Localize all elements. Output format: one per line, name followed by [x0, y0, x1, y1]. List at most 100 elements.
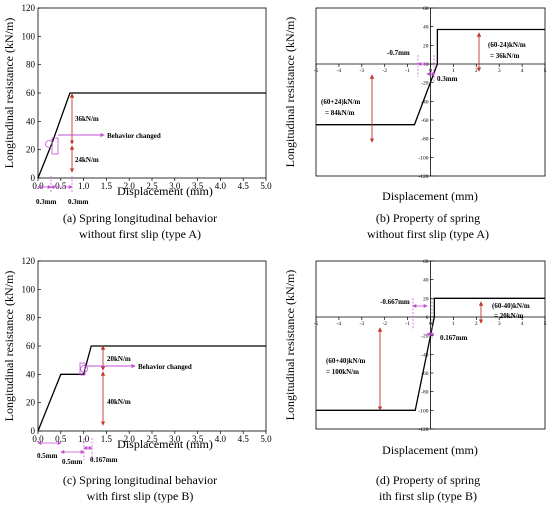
annot-slope-label: = 100kN/m	[326, 368, 359, 376]
x-tick-label: 5.0	[260, 181, 272, 191]
y-axis-label: Longitudinal resistance (kN/m)	[283, 17, 297, 168]
y-tick-label: -120	[418, 427, 428, 433]
caption-d-line2: ith first slip (type B)	[379, 489, 477, 503]
y-tick-label: 0	[426, 62, 429, 68]
panel-c-chart: 0.0 0.5 1.0 1.5 2.0 2.5 3.0 3.5 4.0 4.5 5.00204060…	[2, 256, 272, 466]
y-tick-label: 40	[423, 25, 429, 31]
x-axis-label: Displacement (mm)	[382, 443, 478, 457]
x-tick-label: 2	[475, 68, 478, 74]
x-tick-label: 3.5	[192, 181, 204, 191]
x-tick-label: -4	[337, 68, 342, 74]
annot-marker	[80, 365, 88, 373]
x-tick-label: 4	[521, 68, 524, 74]
x-tick-label: 0.5	[55, 181, 67, 191]
y-tick-label: -40	[421, 352, 429, 358]
annot-slope-label: (60-40)kN/m	[492, 302, 530, 310]
y-tick-label: 120	[22, 3, 36, 13]
x-axis-label: Displacement (mm)	[117, 184, 213, 198]
y-tick-label: 20	[26, 145, 36, 155]
y-tick-label: -60	[421, 118, 429, 124]
y-tick-label: 60	[26, 341, 36, 351]
x-tick-label: 2	[475, 321, 478, 327]
x-tick-label: 3.0	[169, 181, 181, 191]
y-tick-label: 60	[423, 259, 429, 265]
annot-slope-label: 20kN/m	[107, 355, 131, 363]
x-tick-label: 0	[429, 68, 432, 74]
x-tick-label: -4	[337, 321, 342, 327]
y-tick-label: 100	[22, 284, 36, 294]
x-tick-label: 3.5	[192, 434, 204, 444]
y-tick-label: 0	[426, 315, 429, 321]
annot-slope-label: (60-24)kN/m	[488, 41, 526, 49]
x-tick-label: 4.0	[215, 434, 227, 444]
caption-a-line2: without first slip (type A)	[79, 227, 201, 241]
x-tick-label: -2	[382, 68, 387, 74]
x-tick-label: 3	[498, 321, 501, 327]
annot-slope-label: (60+40)kN/m	[326, 357, 366, 365]
annot-slope-label: 40kN/m	[107, 398, 131, 406]
x-axis-label: Displacement (mm)	[382, 189, 478, 203]
annot-behavior-label: Behavior changed	[107, 132, 161, 140]
y-tick-label: -20	[421, 81, 429, 87]
y-tick-label: 60	[26, 88, 36, 98]
annot-dim-label: 0.167mm	[440, 334, 468, 342]
series-line	[37, 92, 266, 179]
y-tick-label: 60	[423, 6, 429, 12]
panel-d-annotations: (60+40)kN/m = 100kN/m (60-40)kN/m = 20kN…	[326, 298, 530, 411]
annot-slope-label: 24kN/m	[75, 156, 99, 164]
annot-slope-label: (60+24)kN/m	[321, 98, 361, 106]
x-tick-label: -3	[360, 321, 365, 327]
annot-behavior-label: Behavior changed	[138, 363, 192, 371]
caption-b-line1: (b) Property of spring	[376, 211, 480, 225]
caption-c-line2: with first slip (type B)	[87, 489, 194, 503]
x-tick-label: 1.5	[101, 434, 113, 444]
caption-a-line1: (a) Spring longitudinal behavior	[63, 211, 217, 225]
annot-marker	[45, 140, 53, 148]
y-tick-label: -80	[421, 137, 429, 143]
y-axis-label: Longitudinal resistance (kN/m)	[283, 270, 297, 421]
panel-b-annotations: (60+24)kN/m = 84kN/m (60-24)kN/m = 36kN/…	[321, 32, 526, 143]
annot-dim-label: 0.167mm	[90, 456, 118, 464]
x-tick-label: 1	[452, 68, 455, 74]
x-tick-label: -5	[314, 68, 319, 74]
x-tick-label: 2.0	[124, 181, 136, 191]
x-tick-label: 4.5	[238, 434, 250, 444]
annot-slope-label: = 20kN/m	[494, 312, 524, 320]
y-tick-label: 120	[22, 256, 36, 266]
annot-slope-label: = 84kN/m	[325, 109, 355, 117]
y-tick-label: -60	[421, 371, 429, 377]
x-tick-label: -1	[405, 321, 410, 327]
y-tick-label: 0	[31, 173, 36, 183]
x-tick-label: -1	[405, 68, 410, 74]
y-tick-label: -40	[421, 99, 429, 105]
annot-bracket	[51, 137, 59, 155]
y-tick-label: -100	[418, 408, 428, 414]
annot-dim-label: 0.5mm	[62, 458, 83, 466]
caption-c-line1: (c) Spring longitudinal behavior	[63, 473, 217, 487]
y-tick-label: -20	[421, 334, 429, 340]
y-tick-label: -120	[418, 174, 428, 180]
x-tick-label: 3	[498, 68, 501, 74]
panel-a-annotations: 36kN/m 24kN/m Behavior changed 0.3mm 0.3…	[36, 93, 161, 206]
caption-b-line2: without first slip (type A)	[367, 227, 489, 241]
x-tick-label: -5	[314, 321, 319, 327]
y-tick-label: 40	[26, 116, 36, 126]
y-tick-label: 0	[31, 426, 36, 436]
caption-d-line1: (d) Property of spring	[376, 473, 480, 487]
annot-dim-label: 0.5mm	[37, 452, 58, 460]
x-tick-label: 5.0	[260, 434, 272, 444]
annot-slope-label: = 36kN/m	[490, 52, 520, 60]
x-tick-label: 1.5	[101, 181, 113, 191]
x-tick-label: 2.5	[146, 434, 158, 444]
y-tick-label: -100	[418, 155, 428, 161]
x-tick-label: 3.0	[169, 434, 181, 444]
y-tick-label: -80	[421, 390, 429, 396]
x-tick-label: 2.5	[146, 181, 158, 191]
annot-dim-label: 0.3mm	[68, 198, 89, 206]
y-tick-label: 20	[26, 398, 36, 408]
x-tick-label: 4.0	[215, 181, 227, 191]
y-axis-label: Longitudinal resistance (kN/m)	[2, 18, 16, 169]
x-tick-label: 0	[429, 321, 432, 327]
captions: (a) Spring longitudinal behavior without…	[63, 211, 489, 503]
